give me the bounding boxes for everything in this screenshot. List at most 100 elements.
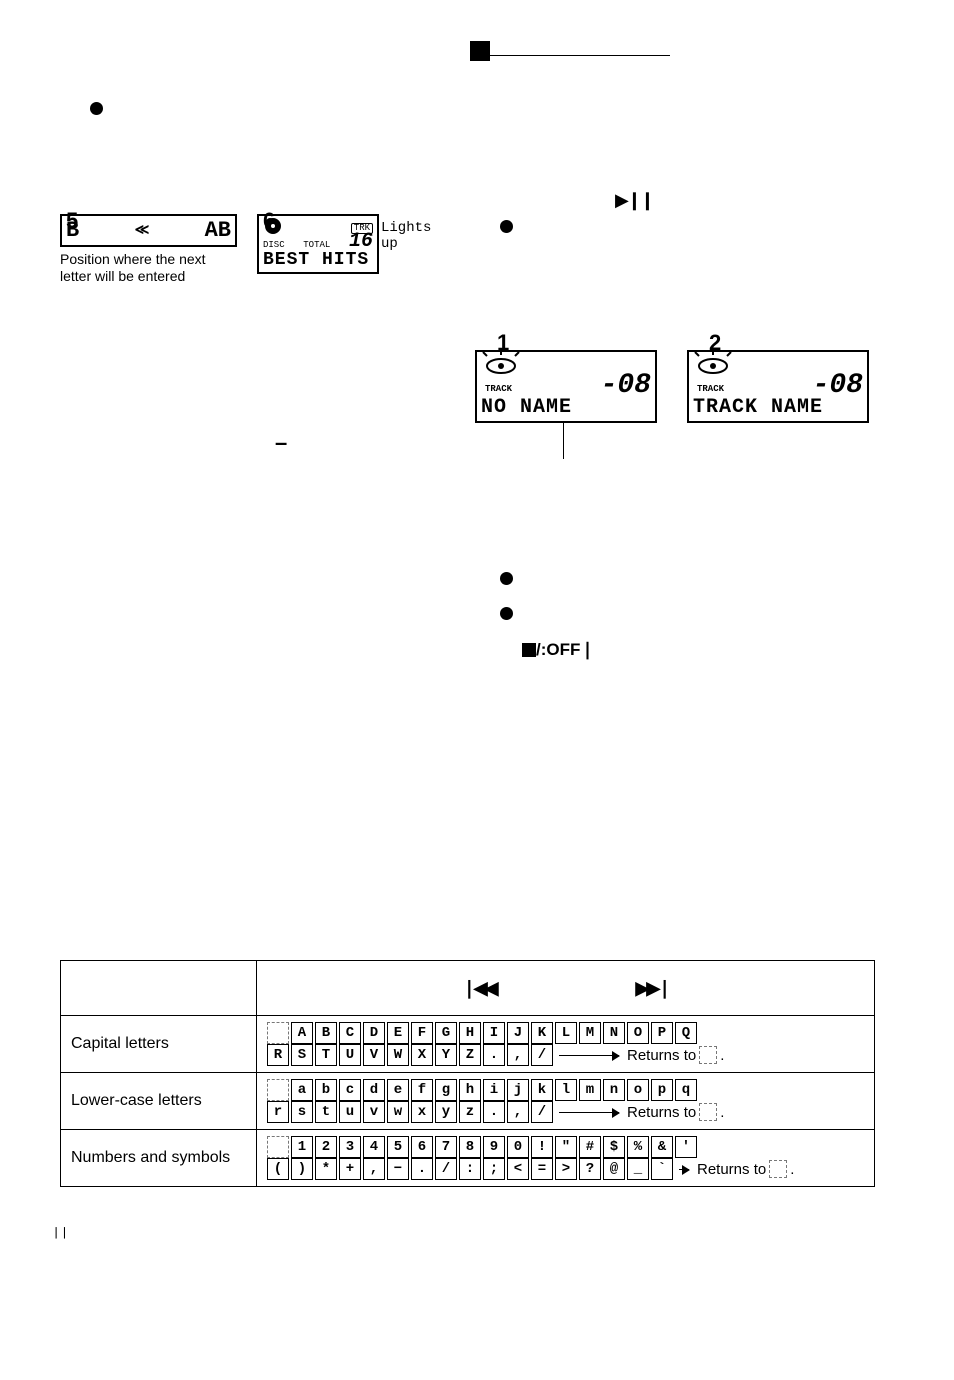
space-char-box (699, 1103, 717, 1121)
lcd5-footnote: Position where the next letter will be e… (60, 251, 237, 285)
char-box: ( (267, 1158, 289, 1180)
char-box: + (339, 1158, 361, 1180)
table-row: Numbers and symbols1234567890!"#$%&'()*+… (61, 1130, 875, 1187)
char-box: q (675, 1079, 697, 1101)
char-box: 9 (483, 1136, 505, 1158)
off-text: /:OFF (536, 640, 580, 660)
lcd-track-1: 1 TRACK -08 NO NAME (475, 350, 657, 423)
bullet-dot-icon-2 (500, 572, 513, 585)
char-box: ! (531, 1136, 553, 1158)
stop-icon (522, 643, 536, 657)
lcd5-wrap: 5 B ≪ AB Position where the next letter … (60, 208, 237, 285)
char-box: g (435, 1079, 457, 1101)
row-label: Capital letters (61, 1016, 257, 1073)
char-box: ' (675, 1136, 697, 1158)
space-char-box (769, 1160, 787, 1178)
char-box: 3 (339, 1136, 361, 1158)
lcd6-num: 16 (349, 234, 373, 250)
char-box: , (363, 1158, 385, 1180)
stop-off-indicator: /:OFF ❘ (522, 640, 595, 660)
character-table-body: Capital lettersABCDEFGHIJKLMNOPQRSTUVWXY… (61, 1016, 875, 1187)
char-box: ? (579, 1158, 601, 1180)
char-box: " (555, 1136, 577, 1158)
footer-tick-marks: ❘❘ (52, 1225, 69, 1242)
char-box: $ (603, 1136, 625, 1158)
table-row: Capital lettersABCDEFGHIJKLMNOPQRSTUVWXY… (61, 1016, 875, 1073)
lcd-displays-row: 5 B ≪ AB Position where the next letter … (60, 208, 894, 285)
char-box: E (387, 1022, 409, 1044)
row-label: Numbers and symbols (61, 1130, 257, 1187)
character-table-wrap: ❘◀◀ ▶▶❘ Capital lettersABCDEFGHIJKLMNOPQ… (60, 960, 894, 1187)
lcd6-disc-mini: DISC (263, 241, 285, 250)
lcd-track-1-step: 1 (497, 330, 509, 356)
char-box: c (339, 1079, 361, 1101)
lcd2-track-label: TRACK (697, 384, 724, 394)
char-box: U (339, 1044, 361, 1066)
char-box: 7 (435, 1136, 457, 1158)
row-characters: ABCDEFGHIJKLMNOPQRSTUVWXYZ.,/Returns to … (257, 1016, 875, 1073)
char-box: a (291, 1079, 313, 1101)
char-box: 0 (507, 1136, 529, 1158)
char-box: , (507, 1044, 529, 1066)
lcd6-wrap: 6 Lights up TRK DISC TOTAL 16 BEST HITS (257, 208, 379, 285)
off-cursor: ❘ (580, 640, 594, 660)
table-header-icons: ❘◀◀ ▶▶❘ (257, 961, 875, 1016)
char-box: w (387, 1101, 409, 1123)
arrow-line-icon (559, 1112, 619, 1113)
char-box: D (363, 1022, 385, 1044)
char-box: K (531, 1022, 553, 1044)
char-box: 6 (411, 1136, 433, 1158)
table-header-row: ❘◀◀ ▶▶❘ (61, 961, 875, 1016)
char-box: . (483, 1101, 505, 1123)
char-box: G (435, 1022, 457, 1044)
char-box: ) (291, 1158, 313, 1180)
right-play-block: ▶❙❙ (500, 190, 513, 233)
char-box: Z (459, 1044, 481, 1066)
row-characters: abcdefghijklmnopqrstuvwxyz.,/Returns to … (257, 1073, 875, 1130)
skip-prev-icon: ❘◀◀ (462, 978, 496, 999)
char-box: n (603, 1079, 625, 1101)
lcd6-total-mini: TOTAL (303, 241, 330, 250)
lcd5-mid: ≪ (135, 222, 150, 239)
disc-icon (263, 218, 287, 234)
char-box: z (459, 1101, 481, 1123)
char-box: @ (603, 1158, 625, 1180)
char-box: W (387, 1044, 409, 1066)
char-box: k (531, 1079, 553, 1101)
char-box: ; (483, 1158, 505, 1180)
char-box: b (315, 1079, 337, 1101)
char-box: & (651, 1136, 673, 1158)
lcd-track-2-step: 2 (709, 330, 721, 356)
char-box: / (531, 1044, 553, 1066)
char-box: u (339, 1101, 361, 1123)
char-box: d (363, 1079, 385, 1101)
mid-bullets-block: /:OFF ❘ (500, 570, 595, 660)
char-box: e (387, 1079, 409, 1101)
char-box: R (267, 1044, 289, 1066)
mid-bullet-1 (500, 570, 595, 585)
char-box: A (291, 1022, 313, 1044)
char-box: L (555, 1022, 577, 1044)
char-box: m (579, 1079, 601, 1101)
char-box: l (555, 1079, 577, 1101)
character-table: ❘◀◀ ▶▶❘ Capital lettersABCDEFGHIJKLMNOPQ… (60, 960, 875, 1187)
char-box: H (459, 1022, 481, 1044)
char-box: P (651, 1022, 673, 1044)
lcd1-value: -08 (601, 376, 651, 396)
char-box: C (339, 1022, 361, 1044)
lcd6-box: Lights up TRK DISC TOTAL 16 BEST HITS (257, 214, 379, 274)
bullet-dot-icon-3 (500, 607, 513, 620)
char-box: , (507, 1101, 529, 1123)
char-box: V (363, 1044, 385, 1066)
lone-dash: – (275, 430, 287, 456)
right-bullet-1-icon (500, 220, 513, 233)
space-char-box (267, 1022, 289, 1044)
char-box: 4 (363, 1136, 385, 1158)
char-box: h (459, 1079, 481, 1101)
char-box: s (291, 1101, 313, 1123)
char-box: v (363, 1101, 385, 1123)
char-box: X (411, 1044, 433, 1066)
lcd5-line1: B ≪ AB (66, 218, 231, 243)
char-box: t (315, 1101, 337, 1123)
char-box: Y (435, 1044, 457, 1066)
